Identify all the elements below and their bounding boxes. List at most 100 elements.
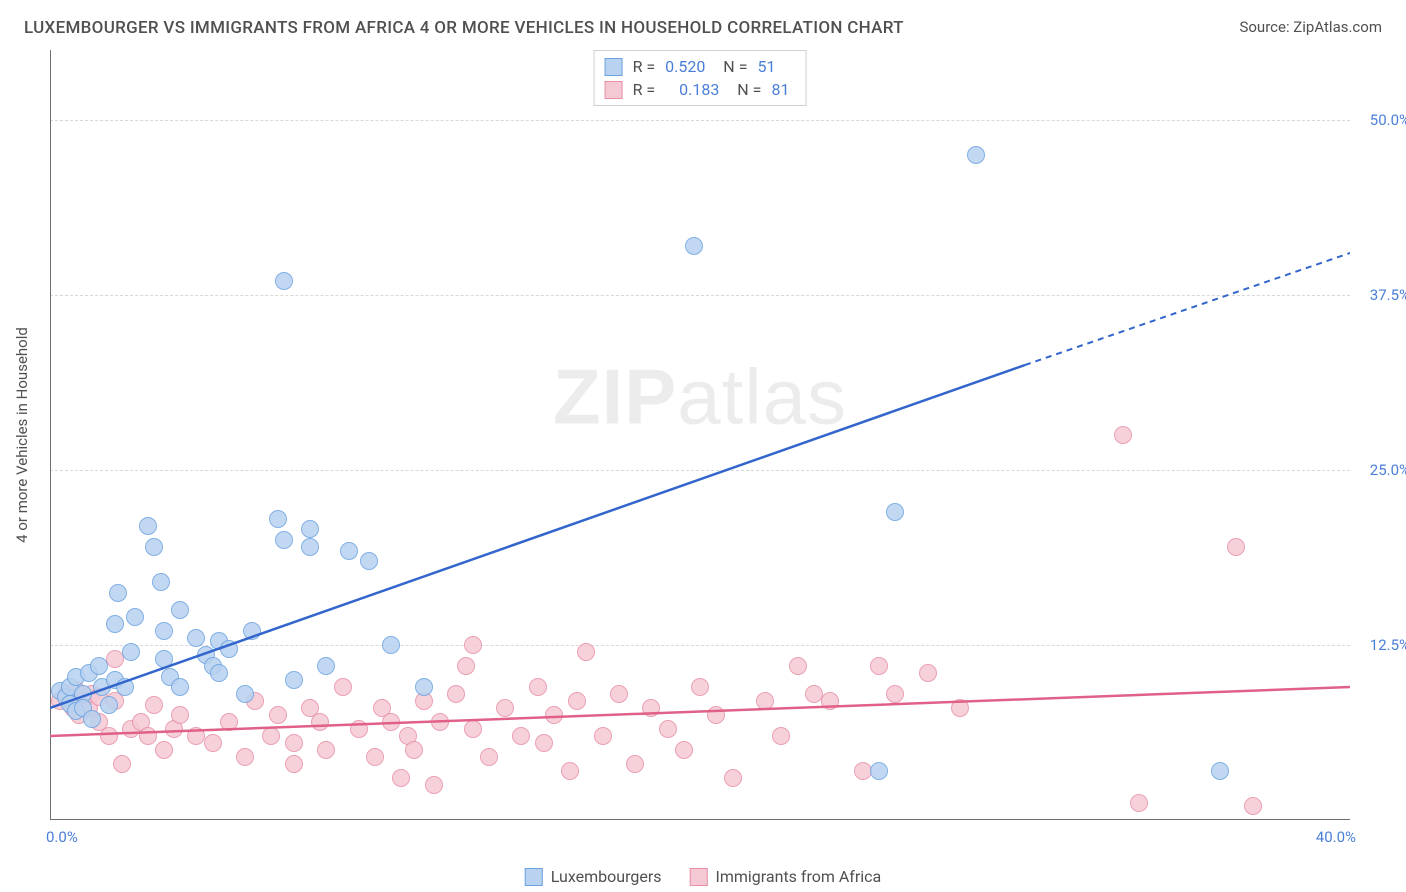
data-point [496,699,514,717]
data-point [187,629,205,647]
data-point [269,706,287,724]
data-point [431,713,449,731]
y-tick: 25.0% [1355,461,1406,479]
data-point [870,762,888,780]
data-point [1244,797,1262,815]
data-point [301,520,319,538]
data-point [707,706,725,724]
data-point [275,272,293,290]
data-point [626,755,644,773]
y-tick: 50.0% [1355,111,1406,129]
data-point [691,678,709,696]
data-point [568,692,586,710]
data-point [457,657,475,675]
x-tick-min: 0.0% [46,828,78,846]
data-point [886,503,904,521]
data-point [139,727,157,745]
data-point [145,538,163,556]
data-point [919,664,937,682]
data-point [464,636,482,654]
data-point [561,762,579,780]
data-point [405,741,423,759]
data-point [100,696,118,714]
y-axis-label: 4 or more Vehicles in Household [13,327,31,543]
x-tick-max: 40.0% [1316,828,1356,846]
data-point [675,741,693,759]
data-point [756,692,774,710]
data-point [285,755,303,773]
watermark: ZIPatlas [553,351,847,442]
data-point [659,720,677,738]
data-point [100,727,118,745]
data-point [122,643,140,661]
chart-source: Source: ZipAtlas.com [1239,18,1382,36]
data-point [382,713,400,731]
data-point [285,671,303,689]
data-point [155,622,173,640]
data-point [109,584,127,602]
data-point [204,734,222,752]
legend-swatch-1 [690,868,708,886]
data-point [171,706,189,724]
data-point [262,727,280,745]
data-point [789,657,807,675]
data-point [236,685,254,703]
data-point [535,734,553,752]
data-point [415,678,433,696]
data-point [360,552,378,570]
data-point [220,713,238,731]
data-point [350,720,368,738]
stats-row-0: R = 0.520 N = 51 [605,55,790,78]
data-point [685,237,703,255]
data-point [1130,794,1148,812]
data-point [642,699,660,717]
data-point [886,685,904,703]
data-point [340,542,358,560]
data-point [155,650,173,668]
data-point [870,657,888,675]
data-point [317,741,335,759]
data-point [480,748,498,766]
data-point [1211,762,1229,780]
data-point [334,678,352,696]
data-point [301,538,319,556]
data-point [275,531,293,549]
data-point [382,636,400,654]
data-point [821,692,839,710]
data-point [1227,538,1245,556]
r-value-1: 0.183 [679,80,719,99]
data-point [724,769,742,787]
data-point [236,748,254,766]
stats-legend: R = 0.520 N = 51 R = 0.183 N = 81 [594,50,807,106]
data-point [366,748,384,766]
swatch-series-0 [605,58,623,76]
legend-swatch-0 [525,868,543,886]
legend-label-1: Immigrants from Africa [716,867,882,886]
n-value-0: 51 [757,57,775,76]
data-point [106,615,124,633]
data-point [545,706,563,724]
data-point [392,769,410,787]
data-point [126,608,144,626]
data-point [220,640,238,658]
data-point [171,678,189,696]
grid-line [50,470,1350,471]
chart-title: LUXEMBOURGER VS IMMIGRANTS FROM AFRICA 4… [24,18,904,38]
data-point [512,727,530,745]
data-point [425,776,443,794]
data-point [171,601,189,619]
data-point [1114,426,1132,444]
data-point [317,657,335,675]
bottom-legend: Luxembourgers Immigrants from Africa [525,867,882,886]
data-point [155,741,173,759]
data-point [83,710,101,728]
legend-label-0: Luxembourgers [551,867,662,886]
chart-container: 4 or more Vehicles in Household ZIPatlas… [50,50,1350,820]
data-point [951,699,969,717]
data-point [145,696,163,714]
swatch-series-1 [605,81,623,99]
data-point [152,573,170,591]
data-point [967,146,985,164]
data-point [311,713,329,731]
data-point [594,727,612,745]
